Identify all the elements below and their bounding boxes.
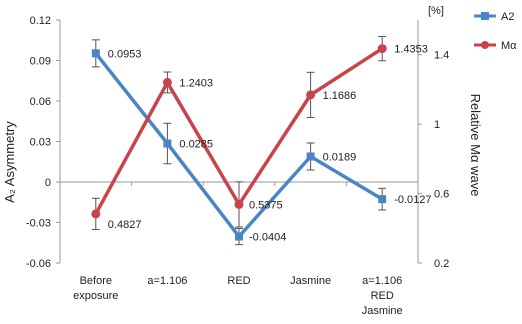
left-tick-label: -0.06 — [26, 258, 51, 270]
x-category-label: Jasmine — [362, 305, 403, 317]
data-label-ma: 0.5375 — [249, 199, 283, 211]
error-bars — [91, 35, 387, 246]
data-point-a2 — [163, 139, 172, 148]
x-category-label: a=1.106 — [362, 275, 402, 287]
data-point-ma — [234, 199, 244, 209]
left-tick-label: 0.06 — [30, 96, 51, 108]
data-label-a2: 0.0285 — [179, 139, 213, 151]
x-category-label: Jasmine — [290, 275, 331, 287]
right-tick-label: 1 — [434, 119, 440, 131]
right-tick-label: 0.2 — [434, 258, 449, 270]
left-tick-label: 0 — [45, 177, 51, 189]
data-point-a2 — [235, 232, 243, 241]
data-label-a2: -0.0127 — [394, 194, 431, 206]
data-label-ma: 1.4353 — [394, 44, 428, 56]
left-axis-ticks: 0.12 0.09 0.06 0.03 0 -0.03 -0.06 — [26, 15, 60, 270]
data-label-a2: 0.0953 — [108, 48, 142, 60]
legend: A2 Mα — [474, 11, 517, 52]
legend-a2-marker — [481, 12, 489, 20]
left-axis-title: A₂ Asymmetry — [2, 121, 17, 203]
left-tick-label: 0.09 — [30, 56, 51, 68]
data-point-ma — [306, 90, 316, 100]
x-category-label: Before — [80, 275, 112, 287]
data-point-a2 — [91, 49, 100, 58]
right-axis-unit: [%] — [428, 5, 444, 17]
data-label-a2: 0.0189 — [323, 151, 357, 163]
x-category-label: exposure — [73, 290, 118, 302]
data-label-ma: 1.1686 — [323, 90, 357, 102]
legend-a2-label: A2 — [501, 11, 514, 23]
data-point-ma — [162, 77, 172, 87]
right-tick-label: 0.6 — [434, 189, 449, 201]
x-category-label: RED — [227, 275, 250, 287]
series-lines — [91, 44, 387, 241]
data-point-a2 — [306, 152, 315, 161]
x-category-label: RED — [371, 290, 394, 302]
data-point-ma — [91, 209, 101, 219]
data-labels: 0.0953 0.0285 -0.0404 0.0189 -0.0127 0.4827 1.… — [108, 44, 432, 244]
data-point-a2 — [378, 195, 387, 204]
x-axis-categories: Before exposure a=1.106 RED Jasmine a=1.106 RE… — [73, 275, 403, 317]
data-label-ma: 1.2403 — [179, 77, 213, 89]
right-axis-title: Relative Mα wave — [468, 94, 483, 197]
data-label-a2: -0.0404 — [249, 232, 286, 244]
left-tick-label: -0.03 — [26, 218, 51, 230]
legend-ma-marker — [481, 41, 489, 49]
left-tick-label: 0.03 — [30, 137, 51, 149]
right-tick-label: 1.4 — [434, 50, 449, 62]
data-label-ma: 0.4827 — [108, 219, 142, 231]
legend-ma-label: Mα — [501, 40, 517, 52]
x-category-label: a=1.106 — [147, 275, 187, 287]
right-axis-ticks: 1.4 1 0.6 0.2 — [418, 50, 449, 270]
left-tick-label: 0.12 — [30, 15, 51, 27]
data-point-ma — [377, 44, 387, 54]
